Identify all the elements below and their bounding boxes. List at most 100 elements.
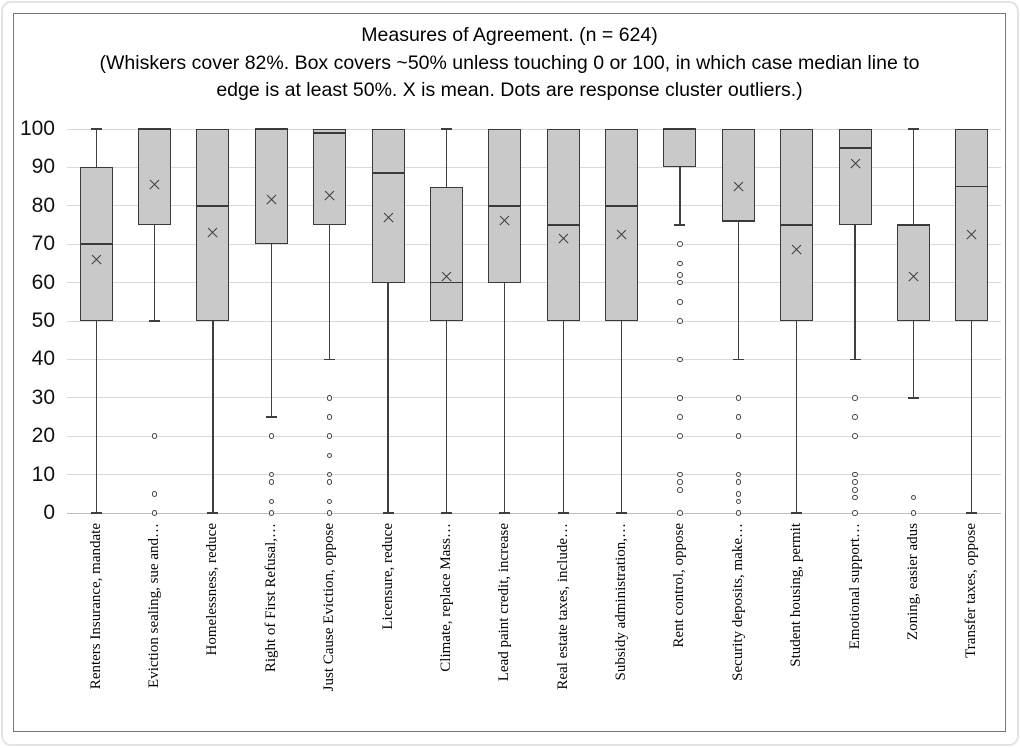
whisker-cap-lower bbox=[149, 320, 161, 322]
mean-x-marker bbox=[207, 227, 218, 238]
outlier-dot bbox=[677, 479, 683, 486]
gridline bbox=[67, 128, 1001, 130]
whisker-line-lower bbox=[95, 321, 97, 513]
outlier-dot bbox=[677, 510, 683, 516]
outlier-dot bbox=[268, 433, 275, 439]
outlier-dot bbox=[735, 395, 742, 401]
chart-title: Measures of Agreement. (n = 624) bbox=[361, 24, 658, 46]
whisker-cap-lower bbox=[616, 512, 628, 514]
whisker-line-lower bbox=[153, 225, 156, 321]
outlier-dot bbox=[268, 471, 275, 478]
outlier-dot bbox=[677, 414, 683, 420]
outlier-dot bbox=[677, 272, 683, 278]
whisker-line-lower bbox=[270, 244, 272, 417]
x-axis-category-label: Subsidy administration,… bbox=[613, 523, 630, 681]
outlier-dot bbox=[677, 260, 683, 267]
median-line bbox=[79, 243, 113, 246]
y-axis-tick-label: 40 bbox=[31, 347, 55, 371]
median-line bbox=[313, 131, 347, 134]
outlier-dot bbox=[151, 433, 158, 439]
x-axis-category-label: Climate, replace Mass… bbox=[437, 523, 454, 672]
gridline bbox=[67, 166, 1001, 168]
x-axis-category-label: Real estate taxes, include… bbox=[554, 523, 571, 690]
gridline bbox=[67, 397, 1001, 399]
whisker-line-lower bbox=[679, 167, 681, 225]
whisker-line-lower bbox=[854, 225, 856, 360]
whisker-cap-lower bbox=[382, 512, 394, 514]
box-iqr bbox=[138, 129, 172, 225]
mean-x-marker bbox=[733, 181, 744, 192]
outlier-dot bbox=[852, 414, 858, 420]
whisker-cap-upper bbox=[907, 128, 919, 130]
whisker-cap-lower bbox=[732, 358, 744, 361]
mean-x-marker bbox=[791, 244, 802, 255]
median-line bbox=[138, 128, 172, 130]
gridline bbox=[67, 282, 1001, 284]
whisker-line-upper bbox=[95, 129, 97, 168]
x-axis-category-label: Homelessness, reduce bbox=[204, 523, 221, 656]
outlier-dot bbox=[326, 433, 333, 439]
median-line bbox=[663, 128, 697, 130]
median-line bbox=[254, 128, 288, 130]
outlier-dot bbox=[910, 510, 917, 516]
outlier-dot bbox=[151, 510, 158, 516]
outlier-dot bbox=[852, 510, 858, 516]
outlier-dot bbox=[268, 479, 275, 486]
whisker-line-upper bbox=[445, 129, 448, 187]
y-axis-tick-label: 60 bbox=[31, 270, 55, 294]
median-line bbox=[429, 281, 463, 284]
y-axis-tick-label: 50 bbox=[31, 309, 55, 332]
whisker-cap-lower bbox=[674, 224, 686, 226]
x-axis-category-label: Student housing, permit bbox=[788, 523, 805, 667]
whisker-cap-upper bbox=[440, 128, 452, 130]
median-line bbox=[721, 220, 755, 223]
x-axis-category-label: Just Cause Eviction, oppose bbox=[321, 523, 338, 692]
gridline bbox=[67, 474, 1001, 476]
median-line bbox=[838, 147, 872, 150]
whisker-cap-lower bbox=[440, 512, 452, 514]
x-axis-category-label: Licensure, reduce bbox=[379, 523, 396, 630]
boxplot-plot-area: 100 90 80 70 60 50 40 30 20 10 0 Renters Insurance,… bbox=[14, 14, 1005, 731]
x-axis-category-label: Rent control, oppose bbox=[671, 523, 688, 648]
mean-x-marker bbox=[266, 195, 277, 206]
box-iqr bbox=[663, 129, 697, 168]
box-iqr bbox=[955, 129, 989, 321]
mean-x-marker bbox=[850, 158, 861, 169]
outlier-dot bbox=[852, 479, 858, 486]
mean-x-marker bbox=[499, 216, 510, 227]
outlier-dot bbox=[677, 395, 683, 401]
whisker-cap-lower bbox=[907, 397, 919, 399]
mean-x-marker bbox=[966, 229, 977, 240]
mean-x-marker bbox=[616, 229, 627, 240]
box-iqr bbox=[313, 129, 347, 225]
median-line bbox=[896, 224, 930, 226]
whisker-line-lower bbox=[387, 282, 389, 513]
whisker-cap-lower bbox=[499, 512, 511, 514]
mean-x-marker bbox=[383, 212, 394, 223]
box-iqr bbox=[896, 225, 930, 321]
outlier-dot bbox=[852, 433, 858, 439]
outlier-dot bbox=[677, 487, 683, 493]
median-line bbox=[371, 172, 405, 175]
outlier-dot bbox=[735, 479, 742, 486]
outlier-dot bbox=[910, 494, 917, 501]
whisker-cap-lower bbox=[90, 512, 102, 514]
y-axis-tick-label: 0 bbox=[43, 501, 55, 524]
box-iqr bbox=[254, 129, 288, 245]
y-axis-tick-label: 80 bbox=[31, 193, 55, 217]
median-line bbox=[955, 185, 989, 188]
mean-x-marker bbox=[558, 233, 569, 244]
median-line bbox=[546, 224, 580, 226]
gridline bbox=[67, 205, 1001, 207]
x-axis-category-label: Eviction sealing, sue and… bbox=[146, 523, 163, 688]
whisker-cap-lower bbox=[791, 512, 803, 514]
median-line bbox=[605, 204, 639, 207]
outlier-dot bbox=[735, 498, 742, 505]
chart-subtitle-line2: edge is at least 50%. X is mean. Dots ar… bbox=[216, 79, 803, 101]
outlier-dot bbox=[677, 279, 683, 286]
y-axis-tick-label: 10 bbox=[31, 462, 55, 486]
outlier-dot bbox=[268, 498, 275, 505]
whisker-line-lower bbox=[445, 321, 448, 513]
x-axis-category-label: Zoning, easier adus bbox=[904, 523, 921, 641]
whisker-line-lower bbox=[737, 221, 739, 360]
